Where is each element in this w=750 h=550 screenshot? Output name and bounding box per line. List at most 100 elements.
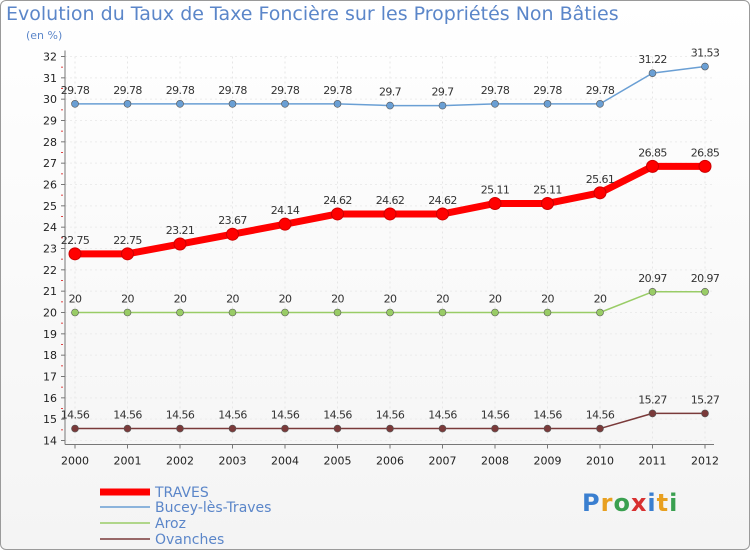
data-label: 20.97 bbox=[638, 272, 667, 285]
data-point bbox=[648, 69, 657, 77]
x-tick-label: 2005 bbox=[324, 455, 352, 468]
data-point bbox=[123, 308, 132, 317]
data-point bbox=[228, 308, 237, 317]
data-label: 29.7 bbox=[431, 86, 454, 99]
data-label: 20 bbox=[384, 293, 397, 306]
data-point bbox=[123, 100, 132, 108]
data-label: 24.14 bbox=[271, 204, 300, 217]
data-point bbox=[333, 424, 342, 433]
y-tick-label: 21 bbox=[43, 285, 57, 298]
data-label: 20.97 bbox=[691, 272, 720, 285]
data-point bbox=[701, 62, 709, 71]
data-point bbox=[386, 308, 394, 317]
y-tick-label: 28 bbox=[43, 136, 57, 149]
x-tick-label: 2011 bbox=[639, 455, 667, 468]
data-label: 20 bbox=[69, 293, 82, 306]
x-tick-label: 2002 bbox=[166, 455, 194, 468]
data-label: 29.78 bbox=[481, 84, 510, 97]
data-label: 25.11 bbox=[481, 183, 510, 196]
data-point bbox=[176, 424, 184, 433]
data-point bbox=[596, 424, 604, 433]
data-point bbox=[228, 424, 237, 433]
data-point bbox=[438, 308, 447, 317]
y-tick-label: 20 bbox=[43, 307, 57, 320]
data-point bbox=[333, 308, 342, 317]
y-tick-label: 25 bbox=[43, 200, 57, 213]
data-point bbox=[491, 424, 499, 433]
data-label: 14.56 bbox=[323, 409, 352, 422]
data-point bbox=[383, 207, 397, 221]
legend-label: TRAVES bbox=[154, 485, 209, 501]
data-point bbox=[226, 227, 239, 241]
x-tick-label: 2007 bbox=[429, 455, 457, 468]
x-tick-label: 2006 bbox=[376, 455, 404, 468]
x-tick-label: 2003 bbox=[219, 455, 247, 468]
data-point bbox=[648, 288, 657, 296]
data-point bbox=[176, 100, 184, 108]
data-label: 29.78 bbox=[323, 84, 352, 97]
data-label: 29.78 bbox=[533, 84, 562, 97]
data-label: 25.61 bbox=[586, 173, 615, 186]
data-point bbox=[701, 409, 709, 418]
data-label: 15.27 bbox=[638, 393, 667, 406]
data-point bbox=[123, 424, 132, 433]
data-point bbox=[596, 100, 604, 108]
data-point bbox=[491, 308, 499, 317]
data-label: 20 bbox=[489, 293, 502, 306]
data-label: 15.27 bbox=[691, 393, 720, 406]
data-point bbox=[543, 100, 552, 108]
x-tick-label: 2001 bbox=[114, 455, 142, 468]
y-tick-label: 32 bbox=[43, 51, 57, 64]
data-point bbox=[543, 308, 552, 317]
y-tick-label: 16 bbox=[43, 392, 57, 405]
y-tick-label: 26 bbox=[43, 179, 57, 192]
data-label: 23.67 bbox=[218, 214, 247, 227]
data-label: 14.56 bbox=[428, 409, 457, 422]
data-label: 31.22 bbox=[638, 53, 667, 66]
data-point bbox=[438, 424, 447, 433]
data-label: 14.56 bbox=[113, 409, 142, 422]
y-tick-label: 29 bbox=[43, 115, 57, 128]
data-label: 31.53 bbox=[691, 47, 720, 60]
y-tick-label: 14 bbox=[43, 435, 57, 448]
data-label: 23.21 bbox=[166, 224, 195, 237]
data-point bbox=[698, 159, 712, 173]
data-point bbox=[646, 159, 659, 173]
proxiti-logo: Proxiti bbox=[582, 489, 679, 517]
y-tick-label: 24 bbox=[43, 221, 57, 234]
data-label: 14.56 bbox=[271, 409, 300, 422]
y-tick-label: 31 bbox=[43, 72, 57, 85]
data-label: 24.62 bbox=[323, 194, 352, 207]
data-point bbox=[228, 100, 237, 108]
x-tick-label: 2009 bbox=[534, 455, 562, 468]
data-label: 14.56 bbox=[586, 409, 615, 422]
data-label: 20 bbox=[226, 293, 239, 306]
data-label: 29.78 bbox=[61, 84, 90, 97]
data-label: 14.56 bbox=[166, 409, 195, 422]
data-label: 22.75 bbox=[113, 234, 142, 247]
y-axis-unit: (en %) bbox=[26, 29, 63, 42]
data-point bbox=[488, 196, 502, 210]
data-point bbox=[71, 100, 79, 108]
data-label: 20 bbox=[436, 293, 449, 306]
chart-title: Evolution du Taux de Taxe Foncière sur l… bbox=[6, 3, 619, 25]
data-point bbox=[596, 308, 604, 317]
data-point bbox=[701, 288, 709, 296]
x-tick-label: 2008 bbox=[481, 455, 509, 468]
data-point bbox=[438, 101, 447, 110]
data-label: 14.56 bbox=[533, 409, 562, 422]
data-label: 14.56 bbox=[61, 409, 90, 422]
x-tick-label: 2004 bbox=[271, 455, 299, 468]
data-label: 24.62 bbox=[428, 194, 457, 207]
data-label: 29.7 bbox=[379, 86, 402, 99]
data-label: 22.75 bbox=[61, 234, 90, 247]
data-label: 14.56 bbox=[218, 409, 247, 422]
y-tick-label: 30 bbox=[43, 93, 57, 106]
data-label: 26.85 bbox=[638, 146, 667, 159]
data-label: 14.56 bbox=[376, 409, 405, 422]
x-tick-label: 2012 bbox=[691, 455, 719, 468]
y-tick-label: 19 bbox=[43, 328, 57, 341]
y-tick-label: 15 bbox=[43, 413, 57, 426]
